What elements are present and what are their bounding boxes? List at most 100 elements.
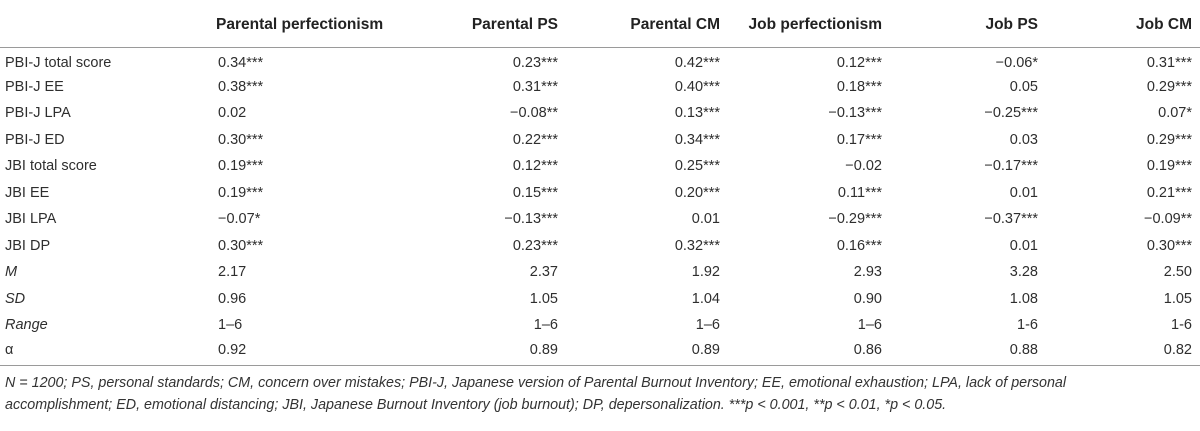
table-cell: 0.02 (218, 105, 247, 122)
table-row: JBI LPA −0.07* −0.13*** 0.01 −0.29*** −0.37**… (0, 206, 1200, 233)
table-cell: 1.05 (1163, 290, 1192, 307)
table-cell: 0.19*** (218, 158, 264, 175)
table-cell: 0.01 (691, 211, 720, 228)
table-cell: 0.34*** (674, 131, 720, 148)
table-cell: 0.30*** (218, 237, 264, 254)
table-cell: 1–6 (533, 317, 558, 334)
table-row: M 2.17 2.37 1.92 2.93 3.28 2.50 (0, 259, 1200, 286)
table-cell: 0.23*** (512, 54, 558, 71)
table-cell: 0.25*** (674, 158, 720, 175)
table-cell: −0.25*** (984, 105, 1038, 122)
table-row: JBI total score 0.19*** 0.12*** 0.25*** −0.0… (0, 153, 1200, 180)
table-cell: −0.02 (845, 158, 882, 175)
footnote-line-1: N = 1200; PS, personal standards; CM, co… (5, 375, 1067, 391)
table-cell: 0.82 (1046, 338, 1200, 366)
table-cell: 0.01 (1009, 184, 1038, 201)
table-cell: −0.13*** (828, 105, 882, 122)
table-cell: 0.16*** (836, 237, 882, 254)
row-label: JBI total score (5, 158, 97, 175)
table-cell: −0.29*** (828, 211, 882, 228)
row-label: M (5, 264, 18, 281)
table-cell: 0.15*** (512, 184, 558, 201)
table-cell: 0.12*** (836, 54, 882, 71)
table-cell: −0.17*** (984, 158, 1038, 175)
table-cell: 1–6 (695, 317, 720, 334)
table-cell: 1.08 (1009, 290, 1038, 307)
table-cell: 0.19*** (1146, 158, 1192, 175)
table-cell: 1.05 (529, 290, 558, 307)
table-cell: 0.21*** (1146, 184, 1192, 201)
table-cell: 1–6 (218, 317, 243, 334)
table-cell: 2.37 (529, 264, 558, 281)
table-cell: 0.32*** (674, 237, 720, 254)
table-row: JBI EE 0.19*** 0.15*** 0.20*** 0.11*** 0.01 0.… (0, 180, 1200, 207)
header-job-ps: Job PS (890, 3, 1046, 48)
table-row: PBI-J LPA 0.02 −0.08** 0.13*** −0.13*** −0.25… (0, 100, 1200, 127)
table-cell: 0.38*** (218, 78, 264, 95)
table-row: PBI-J total score 0.34*** 0.23*** 0.42*** 0.… (0, 47, 1200, 74)
table-cell: 0.90 (853, 290, 882, 307)
table-cell: 2.93 (853, 264, 882, 281)
row-label: PBI-J EE (5, 78, 64, 95)
table-cell: 0.07* (1158, 105, 1192, 122)
footnote-line-2: accomplishment; ED, emotional distancing… (5, 397, 947, 413)
header-job-perfectionism: Job perfectionism (728, 3, 890, 48)
row-label: JBI LPA (5, 211, 57, 228)
row-label: JBI DP (5, 237, 51, 254)
table-cell: 0.96 (218, 290, 247, 307)
table-footnote: N = 1200; PS, personal standards; CM, co… (5, 372, 1195, 416)
table-cell: 0.11*** (837, 184, 882, 201)
row-label: SD (5, 290, 26, 307)
header-cell-empty (0, 3, 208, 48)
table-cell: 0.31*** (1146, 54, 1192, 71)
table-cell: 0.18*** (836, 78, 882, 95)
table-cell: 0.19*** (218, 184, 264, 201)
table-cell: −0.37*** (984, 211, 1038, 228)
table-cell: 2.50 (1163, 264, 1192, 281)
table-row: α 0.92 0.89 0.89 0.86 0.88 0.82 (0, 338, 1200, 366)
table-row: SD 0.96 1.05 1.04 0.90 1.08 1.05 (0, 286, 1200, 313)
table-cell: 2.17 (218, 264, 247, 281)
row-label: PBI-J total score (5, 54, 112, 71)
table-cell: 0.40*** (674, 78, 720, 95)
table-row: JBI DP 0.30*** 0.23*** 0.32*** 0.16*** 0.01 0.… (0, 233, 1200, 260)
row-label: JBI EE (5, 184, 50, 201)
table-cell: −0.07* (218, 211, 261, 228)
table-cell: 0.20*** (674, 184, 720, 201)
table-row: PBI-J ED 0.30*** 0.22*** 0.34*** 0.17*** 0.03… (0, 127, 1200, 154)
table-cell: 0.30*** (1146, 237, 1192, 254)
table-cell: 0.17*** (836, 131, 882, 148)
table-cell: 1.92 (691, 264, 720, 281)
table-cell: 0.42*** (674, 54, 720, 71)
table-cell: 1-6 (1017, 317, 1038, 334)
table-cell: 0.22*** (512, 131, 558, 148)
table-cell: 0.13*** (674, 105, 720, 122)
table-row: Range 1–6 1–6 1–6 1–6 1-6 1-6 (0, 312, 1200, 339)
table-cell: 0.34*** (218, 54, 264, 71)
table-cell: 0.31*** (512, 78, 558, 95)
row-label: PBI-J ED (5, 131, 65, 148)
table-cell: 0.89 (566, 338, 728, 366)
correlation-table: Parental perfectionism Parental PS Paren… (0, 3, 1200, 366)
table-cell: 0.05 (1009, 78, 1038, 95)
table-cell: −0.06* (995, 54, 1038, 71)
table-cell: −0.13*** (504, 211, 558, 228)
table-cell: 0.92 (208, 338, 398, 366)
header-row: Parental perfectionism Parental PS Paren… (0, 3, 1200, 48)
table-cell: 0.01 (1009, 237, 1038, 254)
table-cell: 1.04 (691, 290, 720, 307)
table-cell: 0.12*** (512, 158, 558, 175)
table-row: PBI-J EE 0.38*** 0.31*** 0.40*** 0.18*** 0.05… (0, 74, 1200, 101)
row-label: α (0, 338, 208, 366)
table-cell: 0.86 (728, 338, 890, 366)
table-cell: 0.88 (890, 338, 1046, 366)
table-cell: 0.23*** (512, 237, 558, 254)
header-parental-cm: Parental CM (566, 3, 728, 48)
header-job-cm: Job CM (1046, 3, 1200, 48)
header-parental-perfectionism: Parental perfectionism (208, 3, 398, 48)
header-parental-ps: Parental PS (398, 3, 566, 48)
table-cell: 3.28 (1009, 264, 1038, 281)
table-cell: 0.30*** (218, 131, 264, 148)
row-label: Range (5, 317, 48, 334)
